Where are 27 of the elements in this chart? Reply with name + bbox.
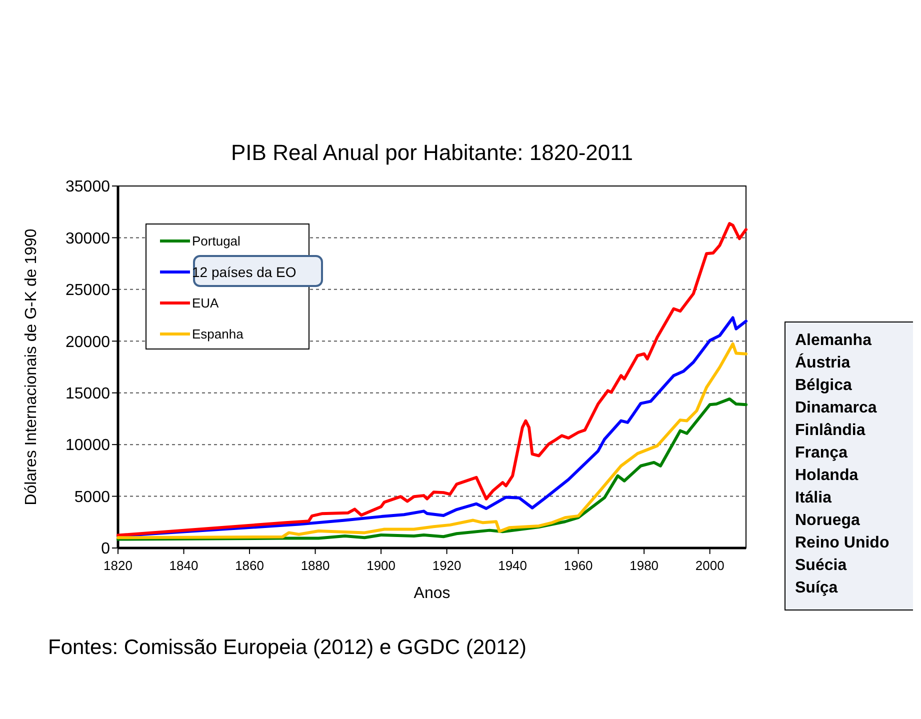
y-tick-label: 5000 bbox=[74, 488, 110, 506]
line-series bbox=[116, 222, 748, 537]
x-tick-label: 1940 bbox=[498, 558, 528, 573]
x-tick-label: 1900 bbox=[366, 558, 396, 573]
y-tick-label: 15000 bbox=[66, 385, 110, 402]
text: Fontes: Comissão Europeia (2012) e GGDC (2012) bbox=[48, 636, 527, 659]
y-tick-label: 30000 bbox=[66, 230, 110, 248]
y-tick-label: 25000 bbox=[66, 282, 110, 300]
x-tick-label: 1920 bbox=[432, 558, 462, 573]
y-tick-label: 35000 bbox=[66, 178, 110, 196]
x-tick-label: 1820 bbox=[104, 558, 132, 573]
x-axis-title: Anos bbox=[414, 585, 450, 602]
y-tick-label: 10000 bbox=[66, 437, 110, 454]
legend-label: Portugal bbox=[192, 234, 241, 249]
x-tick-label: 1860 bbox=[235, 558, 264, 573]
x-tick-label: 1960 bbox=[564, 558, 593, 573]
chart-title: PIB Real Anual por Habitante: 1820-2011 bbox=[231, 140, 633, 165]
x-tick-label: 1840 bbox=[169, 558, 198, 573]
x-tick-label: 1980 bbox=[630, 558, 659, 573]
legend-label: EUA bbox=[192, 296, 220, 311]
x-tick-label: 1880 bbox=[300, 558, 330, 573]
y-tick-label: 0 bbox=[101, 540, 110, 558]
text: Alemanha Áustria Bélgica Dinamarca Finlândia França Holanda Itália Noruega Reino Unido Suécia Suíça bbox=[795, 332, 890, 596]
y-tick-label: 20000 bbox=[66, 334, 110, 351]
legend-label: Espanha bbox=[192, 326, 244, 342]
x-tick-label: 2000 bbox=[695, 558, 724, 573]
y-axis-title: Dólares Internacionais de G-K de 1990 bbox=[23, 228, 40, 506]
